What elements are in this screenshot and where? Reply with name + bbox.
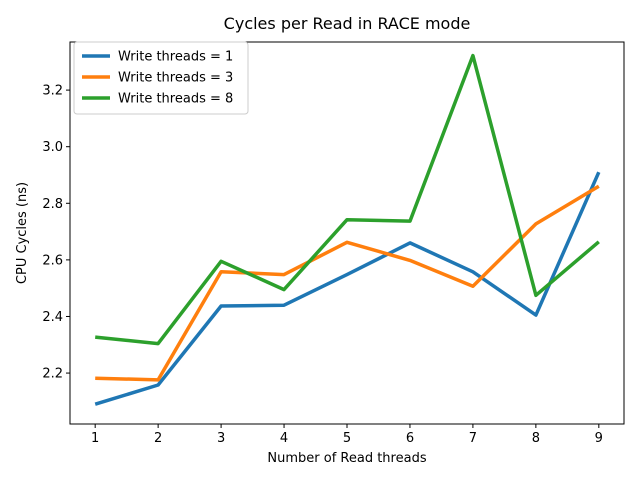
x-axis-title: Number of Read threads — [267, 451, 426, 466]
x-tick-label: 8 — [532, 431, 540, 446]
x-tick-label: 2 — [154, 431, 162, 446]
legend: Write threads = 1 Write threads = 3 Write … — [73, 41, 249, 115]
x-tick-label: 9 — [595, 431, 603, 446]
x-tick-label: 7 — [469, 431, 477, 446]
legend-box — [73, 41, 249, 115]
x-tick-label: 3 — [217, 431, 225, 446]
series-line-1 — [94, 171, 601, 406]
legend-label: Write threads = 8 — [118, 92, 233, 107]
x-axis: 1 2 3 4 5 6 7 8 9 — [91, 424, 603, 446]
y-tick-label: 2.2 — [42, 367, 63, 382]
x-tick-label: 1 — [91, 431, 99, 446]
series-line-3 — [95, 53, 600, 346]
y-tick-label: 3.0 — [42, 140, 63, 155]
legend-label: Write threads = 3 — [118, 71, 233, 86]
chart-title: Cycles per Read in RACE mode — [224, 14, 471, 33]
y-tick-label: 2.8 — [42, 197, 63, 212]
series-line-2 — [95, 184, 600, 382]
y-axis-title: CPU Cycles (ns) — [15, 182, 30, 284]
y-tick-label: 3.2 — [42, 84, 63, 99]
x-tick-label: 6 — [406, 431, 414, 446]
legend-label: Write threads = 1 — [118, 50, 233, 65]
x-tick-label: 4 — [280, 431, 288, 446]
series-group — [94, 53, 601, 406]
x-tick-label: 5 — [343, 431, 351, 446]
y-tick-label: 2.4 — [42, 310, 63, 325]
y-axis: 2.2 2.4 2.6 2.8 3.0 3.2 — [42, 84, 70, 382]
y-tick-label: 2.6 — [42, 253, 63, 268]
